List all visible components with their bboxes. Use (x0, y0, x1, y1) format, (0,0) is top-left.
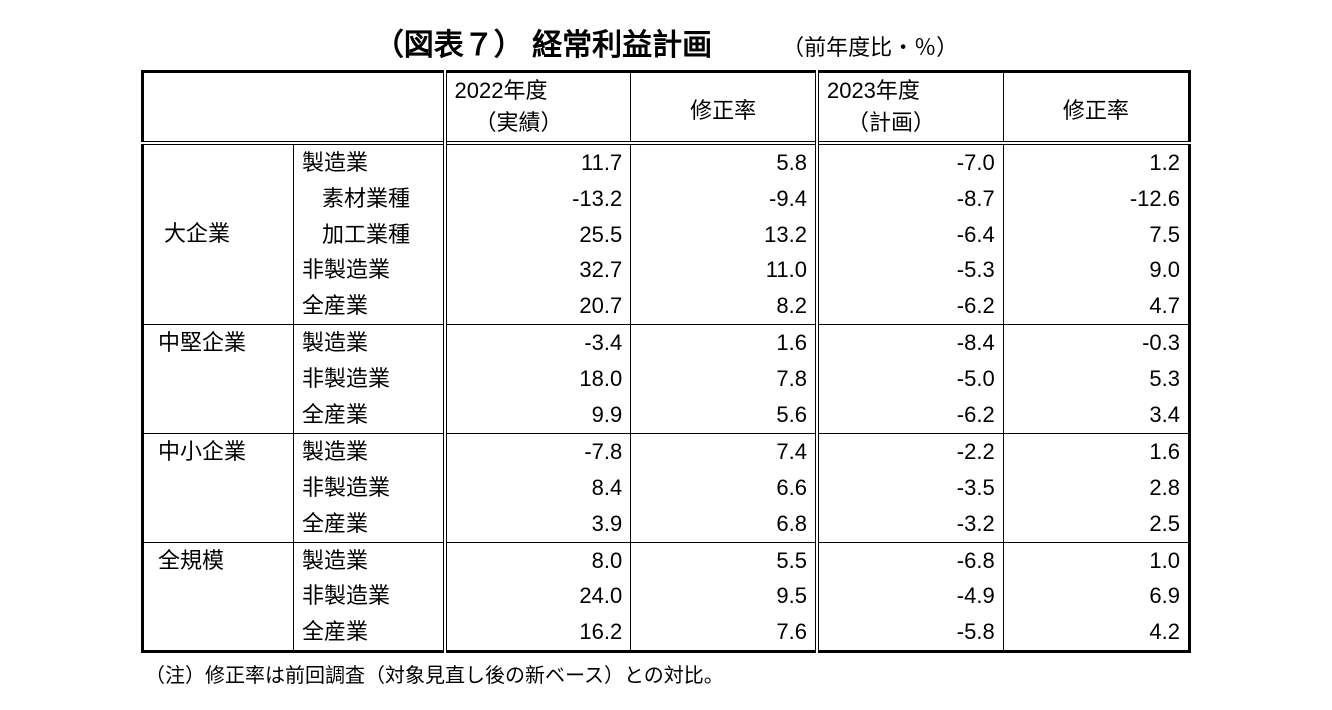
value-cell: 16.2 (445, 614, 631, 651)
header-fy2023-sub: （計画） (827, 110, 935, 135)
group-cell: 全規模 (143, 542, 294, 652)
industry-label: 製造業 (294, 542, 445, 578)
value-cell: -3.5 (817, 470, 1003, 506)
value-cell: -13.2 (445, 181, 631, 217)
value-cell: 4.7 (1003, 288, 1189, 324)
value-cell: 1.0 (1003, 542, 1189, 578)
industry-label: 非製造業 (294, 578, 445, 614)
value-cell: -12.6 (1003, 181, 1189, 217)
header-fy2022-sub: （実績） (455, 110, 563, 135)
value-cell: 20.7 (445, 288, 631, 324)
value-cell: -7.0 (817, 143, 1003, 181)
value-cell: 8.0 (445, 542, 631, 578)
value-cell: 25.5 (445, 217, 631, 253)
industry-label: 全産業 (294, 506, 445, 542)
value-cell: 9.5 (631, 578, 817, 614)
industry-label: 非製造業 (294, 252, 445, 288)
value-cell: 7.6 (631, 614, 817, 651)
industry-label: 素材業種 (294, 181, 445, 217)
group-cell: 中小企業 (143, 433, 294, 542)
value-cell: -6.2 (817, 397, 1003, 433)
table-title: （図表７） 経常利益計画 (374, 20, 712, 64)
value-cell: 2.5 (1003, 506, 1189, 542)
value-cell: -8.4 (817, 325, 1003, 361)
value-cell: 7.4 (631, 433, 817, 469)
value-cell: -4.9 (817, 578, 1003, 614)
value-cell: -5.0 (817, 361, 1003, 397)
value-cell: 8.2 (631, 288, 817, 324)
value-cell: 7.8 (631, 361, 817, 397)
value-cell: 6.8 (631, 506, 817, 542)
value-cell: 1.6 (1003, 433, 1189, 469)
value-cell: 6.9 (1003, 578, 1189, 614)
industry-label: 製造業 (294, 433, 445, 469)
value-cell: -9.4 (631, 181, 817, 217)
value-cell: 11.7 (445, 143, 631, 181)
value-cell: 11.0 (631, 252, 817, 288)
profit-plan-table: 2022年度 （実績） 2023年度 （計画） 修正率 修正率 大企業製造業11… (141, 70, 1191, 653)
industry-label: 非製造業 (294, 361, 445, 397)
industry-label: 製造業 (294, 325, 445, 361)
header-fy2023: 2023年度 （計画） (817, 72, 1003, 143)
header-revision-2023: 修正率 (1003, 81, 1189, 143)
value-cell: 5.8 (631, 143, 817, 181)
table-footnote: （注）修正率は前回調査（対象見直し後の新ベース）との対比。 (145, 659, 1191, 688)
value-cell: 1.6 (631, 325, 817, 361)
value-cell: -3.4 (445, 325, 631, 361)
value-cell: -7.8 (445, 433, 631, 469)
header-blank (143, 72, 445, 143)
value-cell: -5.8 (817, 614, 1003, 651)
value-cell: 9.9 (445, 397, 631, 433)
value-cell: 32.7 (445, 252, 631, 288)
value-cell: 5.6 (631, 397, 817, 433)
header-fy2023-rev-blank (1003, 72, 1189, 81)
header-fy2022-rev-blank (631, 72, 817, 81)
industry-label: 全産業 (294, 614, 445, 651)
value-cell: 8.4 (445, 470, 631, 506)
value-cell: 18.0 (445, 361, 631, 397)
value-cell: -8.7 (817, 181, 1003, 217)
value-cell: 6.6 (631, 470, 817, 506)
value-cell: -0.3 (1003, 325, 1189, 361)
value-cell: -2.2 (817, 433, 1003, 469)
value-cell: 1.2 (1003, 143, 1189, 181)
value-cell: 4.2 (1003, 614, 1189, 651)
industry-label: 全産業 (294, 397, 445, 433)
value-cell: 24.0 (445, 578, 631, 614)
value-cell: 7.5 (1003, 217, 1189, 253)
value-cell: 13.2 (631, 217, 817, 253)
value-cell: -5.3 (817, 252, 1003, 288)
industry-label: 加工業種 (294, 217, 445, 253)
header-fy2022: 2022年度 （実績） (445, 72, 631, 143)
value-cell: -6.2 (817, 288, 1003, 324)
value-cell: -6.4 (817, 217, 1003, 253)
value-cell: -3.2 (817, 506, 1003, 542)
value-cell: 5.3 (1003, 361, 1189, 397)
header-revision-2022: 修正率 (631, 81, 817, 143)
value-cell: 2.8 (1003, 470, 1189, 506)
header-fy2022-year: 2022年度 (455, 78, 548, 103)
table-title-row: （図表７） 経常利益計画 （前年度比・％） (141, 20, 1191, 64)
group-cell: 大企業 (143, 143, 294, 325)
industry-label: 製造業 (294, 143, 445, 181)
value-cell: -6.8 (817, 542, 1003, 578)
table-title-unit: （前年度比・％） (782, 30, 958, 62)
value-cell: 5.5 (631, 542, 817, 578)
industry-label: 全産業 (294, 288, 445, 324)
header-fy2023-year: 2023年度 (827, 78, 920, 103)
value-cell: 3.9 (445, 506, 631, 542)
group-cell: 中堅企業 (143, 325, 294, 434)
value-cell: 3.4 (1003, 397, 1189, 433)
industry-label: 非製造業 (294, 470, 445, 506)
value-cell: 9.0 (1003, 252, 1189, 288)
